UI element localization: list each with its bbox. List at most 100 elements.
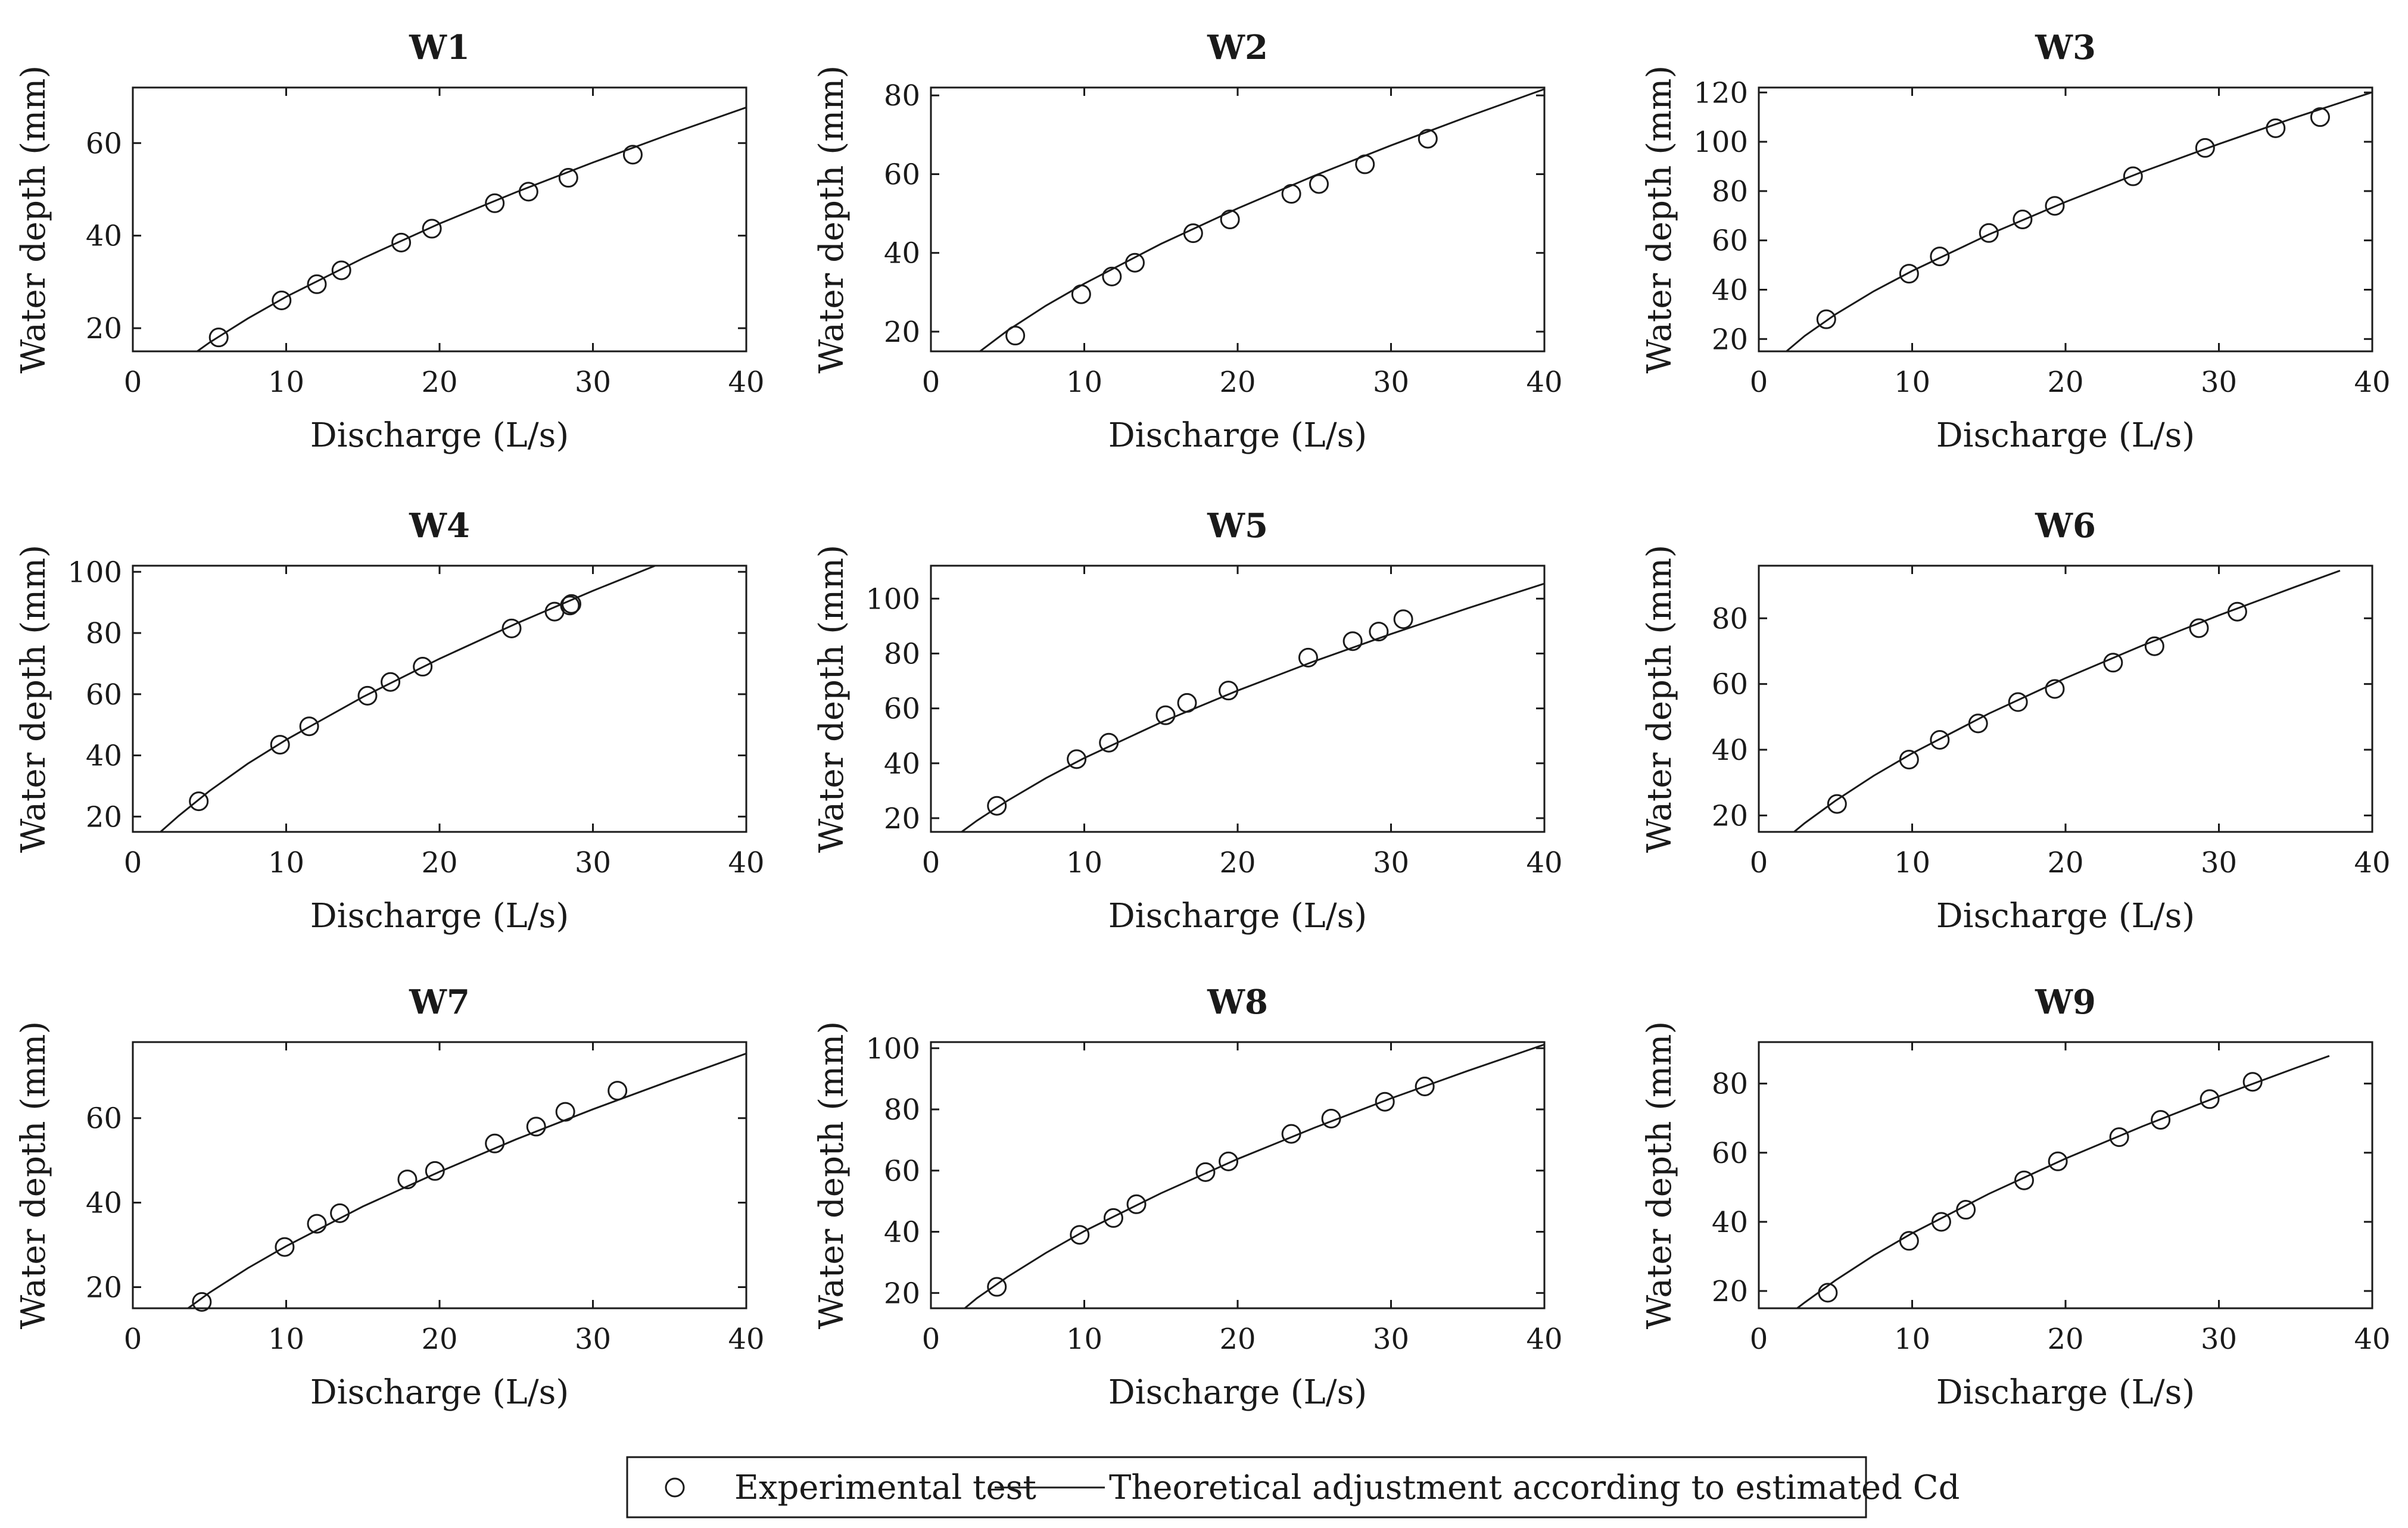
- axes-frame-w7: [132, 1041, 747, 1309]
- x-axis-label-w7: Discharge (L/s): [310, 1373, 569, 1412]
- data-point-w5: [1067, 749, 1087, 769]
- data-point-w8: [1415, 1077, 1435, 1096]
- data-point-w8: [1070, 1225, 1090, 1245]
- data-point-w2: [1102, 266, 1122, 286]
- y-tick-label: 100: [67, 556, 122, 589]
- data-point-w9: [2242, 1072, 2263, 1092]
- data-point-w2: [1005, 326, 1026, 346]
- data-point-w6: [1899, 750, 1919, 770]
- y-tick-label: 20: [884, 1277, 920, 1310]
- panel-w4: W4 0 10 20 30 40 20 40 60 80 100 Discharge (L/s) Wat…: [14, 506, 765, 935]
- data-point-w8: [1103, 1208, 1123, 1228]
- data-point-w4: [270, 735, 290, 755]
- data-point-w2: [1281, 184, 1301, 204]
- panel-w8: W8 0 10 20 30 40 20 40 60 80 100 Discharge (L/s) Wat…: [812, 983, 1563, 1412]
- x-tick-label: 40: [728, 366, 764, 399]
- x-tick-label: 40: [2354, 366, 2390, 399]
- data-point-w9: [2048, 1151, 2068, 1171]
- data-point-w3: [1899, 264, 1919, 284]
- axes-frame-w9: [1758, 1041, 2373, 1309]
- data-point-w9: [2151, 1110, 2171, 1130]
- x-axis-label-w2: Discharge (L/s): [1108, 416, 1367, 455]
- y-tick-label: 20: [1712, 799, 1748, 832]
- panel-w3: W3 0 10 20 30 40 20 40 60 80 100 120 Discharge (L/s)…: [1640, 28, 2391, 455]
- data-point-w2: [1183, 223, 1203, 244]
- y-tick-label: 80: [86, 617, 122, 650]
- y-tick-label: 40: [1712, 734, 1748, 767]
- x-tick-label: 30: [1373, 366, 1409, 399]
- x-tick-label: 30: [1373, 1323, 1409, 1356]
- data-point-w2: [1309, 174, 1329, 194]
- data-point-w5: [987, 796, 1007, 816]
- data-point-w2: [1355, 154, 1375, 174]
- data-point-w3: [2266, 118, 2286, 138]
- data-point-w1: [391, 232, 412, 252]
- data-point-w4: [560, 595, 580, 616]
- data-point-w4: [299, 716, 319, 737]
- x-tick-label: 30: [575, 846, 611, 880]
- y-axis-label-w8: Water depth (mm): [812, 1021, 851, 1329]
- data-point-w1: [422, 219, 442, 239]
- y-axis-label-w1: Water depth (mm): [14, 66, 53, 373]
- data-point-w5: [1342, 631, 1363, 651]
- panel-title-w1: W1: [409, 28, 470, 67]
- y-tick-label: 80: [884, 1093, 920, 1127]
- x-tick-label: 40: [2354, 846, 2390, 880]
- x-tick-label: 10: [268, 366, 304, 399]
- data-point-w4: [413, 657, 433, 677]
- data-point-w9: [1818, 1283, 1838, 1303]
- data-point-w8: [1195, 1162, 1216, 1182]
- legend-marker-circle: [665, 1477, 685, 1498]
- x-tick-label: 10: [1066, 366, 1102, 399]
- data-point-w5: [1298, 647, 1318, 668]
- y-axis-label-w2: Water depth (mm): [812, 66, 851, 373]
- x-tick-label: 10: [1894, 846, 1930, 880]
- x-tick-label: 0: [922, 366, 940, 399]
- y-axis-label-w9: Water depth (mm): [1640, 1021, 1679, 1329]
- data-point-w7: [275, 1237, 295, 1257]
- data-point-w5: [1369, 622, 1389, 642]
- y-tick-label: 20: [1712, 323, 1748, 356]
- panel-w9: W9 0 10 20 30 40 20 40 60 80 Discharge (L/s) Water …: [1640, 983, 2391, 1412]
- data-point-w2: [1071, 284, 1091, 304]
- x-tick-label: 10: [1066, 846, 1102, 880]
- y-axis-label-w5: Water depth (mm): [812, 545, 851, 853]
- data-point-w6: [1968, 713, 1988, 734]
- x-axis-label-w1: Discharge (L/s): [310, 416, 569, 455]
- x-tick-label: 40: [728, 1323, 764, 1356]
- y-tick-label: 40: [1712, 273, 1748, 307]
- x-tick-label: 0: [124, 366, 142, 399]
- x-axis-label-w3: Discharge (L/s): [1936, 416, 2195, 455]
- data-point-w6: [2008, 692, 2028, 712]
- y-tick-label: 40: [1712, 1206, 1748, 1239]
- panel-w6: W6 0 10 20 30 40 20 40 60 80 Discharge (L/s) Water …: [1640, 506, 2391, 935]
- y-tick-label: 60: [884, 693, 920, 726]
- y-tick-label: 20: [884, 802, 920, 835]
- x-tick-label: 30: [1373, 846, 1409, 880]
- data-point-w6: [2189, 618, 2209, 638]
- data-point-w3: [2123, 166, 2143, 186]
- data-point-w7: [608, 1081, 628, 1101]
- data-point-w4: [501, 618, 522, 638]
- y-tick-label: 20: [86, 312, 122, 345]
- x-tick-label: 20: [2047, 1323, 2083, 1356]
- data-point-w4: [561, 594, 581, 614]
- data-point-w2: [1220, 210, 1240, 229]
- data-point-w9: [2014, 1170, 2034, 1190]
- x-tick-label: 40: [728, 846, 764, 880]
- panel-w7: W7 0 10 20 30 40 20 40 60 Discharge (L/s) Water de…: [14, 983, 765, 1412]
- data-point-w9: [1931, 1212, 1951, 1232]
- x-tick-label: 20: [2047, 366, 2083, 399]
- data-point-w5: [1155, 705, 1176, 725]
- x-tick-label: 40: [2354, 1323, 2390, 1356]
- data-point-w9: [1956, 1200, 1976, 1220]
- legend-marker-label: Experimental test: [734, 1468, 1036, 1507]
- data-point-w4: [357, 685, 378, 706]
- data-point-w8: [1321, 1108, 1341, 1128]
- y-tick-label: 60: [86, 678, 122, 712]
- data-point-w3: [2310, 107, 2330, 127]
- y-tick-label: 100: [865, 582, 920, 616]
- y-axis-label-w3: Water depth (mm): [1640, 66, 1679, 373]
- x-axis-label-w8: Discharge (L/s): [1108, 1373, 1367, 1412]
